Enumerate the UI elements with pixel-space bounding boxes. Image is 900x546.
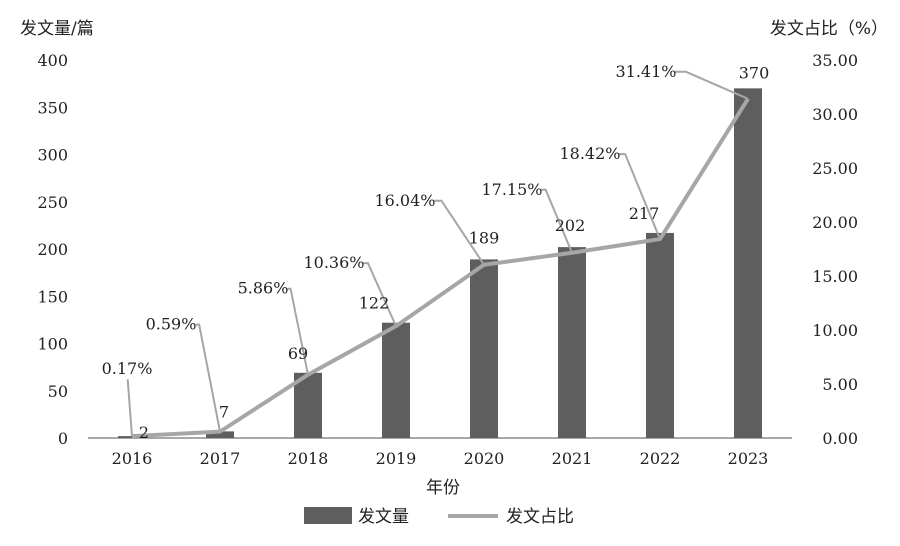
right-tick-label: 10.00 [812,321,858,340]
x-axis-title: 年份 [426,478,460,498]
left-tick-label: 400 [37,51,68,70]
x-tick-label: 2016 [112,449,153,468]
bar [646,232,674,438]
leader-line [195,323,221,432]
left-tick-label: 150 [37,287,68,306]
left-tick-label: 100 [37,335,68,354]
bar-value-label: 370 [739,63,770,82]
percentage-labels: 0.17% 0.59% 5.86% 10.36% 16.04% 17.15% 18.42% 3… [102,62,677,378]
bar [294,372,322,438]
leader-line [434,199,485,266]
left-axis-title: 发文量/篇 [20,19,94,39]
left-tick-label: 50 [48,382,68,401]
leader-line [619,153,661,240]
x-tick-label: 2021 [552,449,593,468]
bar-value-label: 189 [469,228,500,247]
right-tick-label: 25.00 [812,159,858,178]
x-tick-label: 2022 [640,449,681,468]
right-tick-label: 30.00 [812,105,858,124]
bar [118,436,146,438]
percentage-line [131,97,750,439]
right-tick-label: 5.00 [822,375,858,394]
bar-value-labels: 2 7 69 122 189 202 217 370 [139,63,769,442]
legend: 发文量 发文占比 [304,507,574,527]
right-axis-ticks: 0.00 5.00 10.00 15.00 20.00 25.00 30.00 35.00 [812,51,858,448]
left-axis-ticks: 0 50 100 150 200 250 300 350 400 [37,51,68,448]
x-tick-label: 2019 [376,449,417,468]
left-tick-label: 350 [37,98,68,117]
percentage-label: 0.59% [146,315,197,334]
leader-line [126,379,133,437]
percentage-label: 16.04% [374,191,435,210]
right-axis-title: 发文占比（%） [770,19,888,39]
bar-value-label: 217 [629,204,660,223]
legend-line-label: 发文占比 [506,507,574,527]
legend-bar-label: 发文量 [358,507,409,527]
left-tick-label: 250 [37,193,68,212]
bar [734,88,762,438]
bar [470,259,498,438]
bar-value-label: 202 [555,216,586,235]
percentage-label: 0.17% [102,359,153,378]
percentage-label: 5.86% [238,279,289,298]
x-tick-label: 2020 [464,449,505,468]
percentage-label: 31.41% [615,62,676,81]
left-tick-label: 200 [37,240,68,259]
leader-line [363,262,397,327]
leader-line [675,70,749,100]
bar-value-label: 122 [359,294,390,313]
right-tick-label: 35.00 [812,51,858,70]
bar-series [118,88,762,438]
x-tick-label: 2018 [288,449,329,468]
right-tick-label: 0.00 [822,429,858,448]
percentage-label: 10.36% [303,253,364,272]
x-tick-label: 2017 [200,449,241,468]
bar-value-label: 7 [219,402,229,421]
legend-bar-swatch [304,507,352,524]
bar [558,247,586,438]
x-axis-ticks: 2016 2017 2018 2019 2020 2021 2022 2023 [112,449,769,468]
leader-line [287,287,309,375]
bar-value-label: 69 [288,344,308,363]
percentage-label: 18.42% [559,144,620,163]
x-tick-label: 2023 [728,449,769,468]
right-tick-label: 20.00 [812,213,858,232]
percentage-label: 17.15% [481,180,542,199]
left-tick-label: 0 [58,429,68,448]
right-tick-label: 15.00 [812,267,858,286]
bar [382,322,410,438]
bar-value-label: 2 [139,423,149,442]
leader-line [541,188,573,254]
label-leader-lines [126,70,749,437]
left-tick-label: 300 [37,146,68,165]
bar [206,431,234,438]
